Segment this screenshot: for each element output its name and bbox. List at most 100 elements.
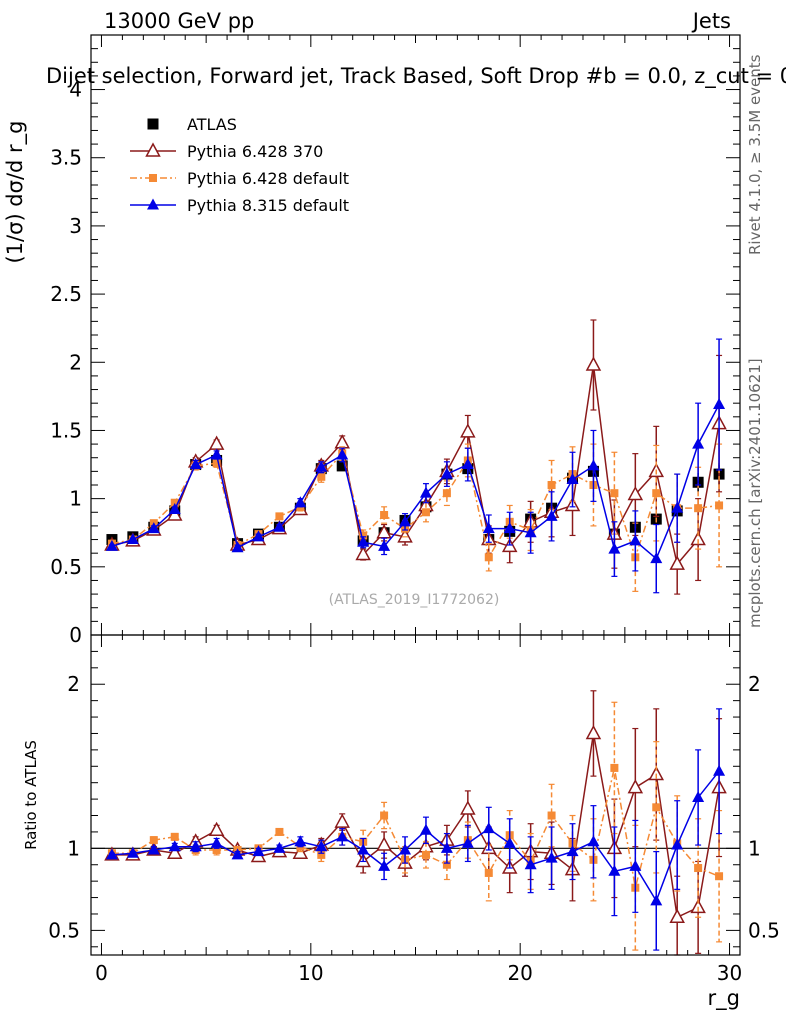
data-point-py6-default — [610, 489, 619, 498]
data-point-py6-default — [359, 531, 368, 540]
ratio-frame — [90, 634, 741, 956]
data-point-py6-default — [275, 512, 284, 521]
data-point-py6-default — [149, 174, 157, 182]
data-point-py8-default — [524, 526, 537, 538]
data-point-py8-default — [315, 460, 328, 472]
data-point-py6-default — [380, 511, 389, 519]
data-point-py8-default — [126, 846, 139, 858]
data-point-py8-default — [105, 539, 118, 551]
data-point-py8-default — [189, 840, 202, 852]
data-point-py6-370 — [145, 142, 161, 157]
legend-entry-atlas: ATLAS — [147, 115, 237, 134]
data-point-py8-default — [378, 859, 391, 871]
main-ylabel: (1/σ) dσ/d r_g — [3, 121, 28, 264]
data-point-py8-default — [336, 830, 349, 842]
data-point-py8-default — [503, 836, 516, 848]
series-py6_370 — [104, 319, 727, 595]
data-point-py6-default — [275, 827, 284, 836]
data-point-py6-default — [547, 811, 556, 820]
main-ytick-label: 0.5 — [50, 555, 82, 579]
data-point-py8-default — [126, 533, 139, 545]
data-point-py6-default — [484, 868, 493, 877]
data-point-atlas — [336, 460, 348, 472]
data-point-py6-370 — [166, 844, 183, 860]
legend-entry-py6_370: Pythia 6.428 370 — [130, 142, 323, 161]
ratio-xtick-label: 30 — [717, 961, 742, 985]
series-line-py6_def — [111, 452, 720, 560]
data-point-py8-default — [399, 515, 412, 527]
data-point-py8-default — [629, 534, 642, 546]
ratio-xtick-label: 0 — [95, 961, 108, 985]
main-ytick-label: 2 — [69, 350, 82, 374]
data-point-py8-default — [650, 894, 663, 906]
data-point-py6-default — [317, 850, 326, 859]
data-point-py6-370 — [669, 908, 685, 924]
data-point-py8-default — [273, 520, 286, 532]
data-point-py6-default — [170, 498, 179, 507]
data-point-py8-default — [315, 840, 328, 852]
data-point-py8-default — [608, 542, 621, 554]
data-point-py6-default — [652, 489, 661, 498]
data-point-py8-default — [231, 541, 244, 553]
series-py8_def — [105, 708, 726, 951]
data-point-py8-default — [419, 823, 432, 835]
data-point-py8-default — [650, 552, 663, 564]
ratio-ytick-label: 1 — [67, 836, 80, 860]
data-point-py6-370 — [376, 836, 392, 851]
analysis-watermark: (ATLAS_2019_I1772062) — [329, 592, 500, 608]
data-point-py8-default — [482, 822, 495, 834]
data-point-py8-default — [252, 845, 265, 857]
data-point-py8-default — [294, 496, 307, 508]
data-point-py6-default — [149, 836, 158, 845]
ratio-axis-ticks — [91, 635, 740, 955]
data-point-py8-default — [419, 486, 432, 498]
data-point-py6-370 — [397, 528, 413, 543]
ratio-xtick-label: 10 — [298, 961, 323, 985]
legend-label: ATLAS — [187, 115, 237, 134]
main-series-layer — [104, 319, 727, 595]
data-point-py6-default — [694, 864, 703, 873]
data-point-py8-default — [210, 836, 223, 848]
data-point-py6-370 — [585, 724, 602, 740]
data-point-py8-default — [273, 841, 286, 853]
series-line-py8_def — [111, 770, 720, 903]
main-ytick-label: 3 — [69, 214, 82, 238]
data-point-py6-370 — [460, 800, 476, 815]
data-point-py8-default — [168, 503, 181, 515]
data-point-py6-370 — [208, 435, 225, 450]
data-point-py8-default — [461, 836, 474, 848]
main-axis-ticks — [91, 34, 740, 636]
main-ytick-labels: 0 0.5 1 1.5 2 2.5 3 3.5 4 — [50, 78, 82, 647]
main-title: Dijet selection, Forward jet, Track Base… — [46, 64, 786, 89]
data-point-py6-default — [170, 832, 179, 841]
series-py8_def — [105, 338, 726, 594]
data-point-py8-default — [440, 467, 453, 479]
data-point-py6-default — [715, 501, 724, 510]
data-point-py8-default — [692, 790, 705, 802]
data-point-py8-default — [399, 843, 412, 855]
legend-entry-py8_def: Pythia 8.315 default — [130, 196, 349, 215]
data-point-py6-370 — [690, 898, 706, 914]
data-point-py6-default — [442, 489, 451, 498]
data-point-py6-default — [547, 481, 556, 489]
data-point-py6-370 — [355, 545, 371, 561]
series-py6_def — [107, 701, 724, 951]
data-point-py6-370 — [334, 813, 350, 828]
data-point-py8-default — [231, 848, 244, 860]
data-point-py8-default — [566, 473, 579, 485]
data-point-py8-default — [713, 764, 726, 776]
legend-label: Pythia 6.428 370 — [187, 142, 323, 161]
data-point-py8-default — [440, 841, 453, 853]
main-ytick-label: 3.5 — [50, 146, 82, 170]
data-point-py8-default — [587, 835, 600, 847]
data-point-py6-370 — [690, 530, 706, 546]
data-point-py8-default — [252, 530, 265, 542]
data-point-py8-default — [357, 843, 370, 855]
main-ytick-label: 0 — [69, 623, 82, 647]
data-point-py8-default — [503, 522, 516, 534]
data-point-py6-default — [610, 763, 619, 772]
data-point-py8-default — [545, 851, 558, 863]
ratio-panel: 0.5 0.5 1 1 2 2 0 10 20 30 Ratio to ATLAS r_g — [22, 634, 780, 1011]
ratio-series-layer — [104, 690, 727, 956]
